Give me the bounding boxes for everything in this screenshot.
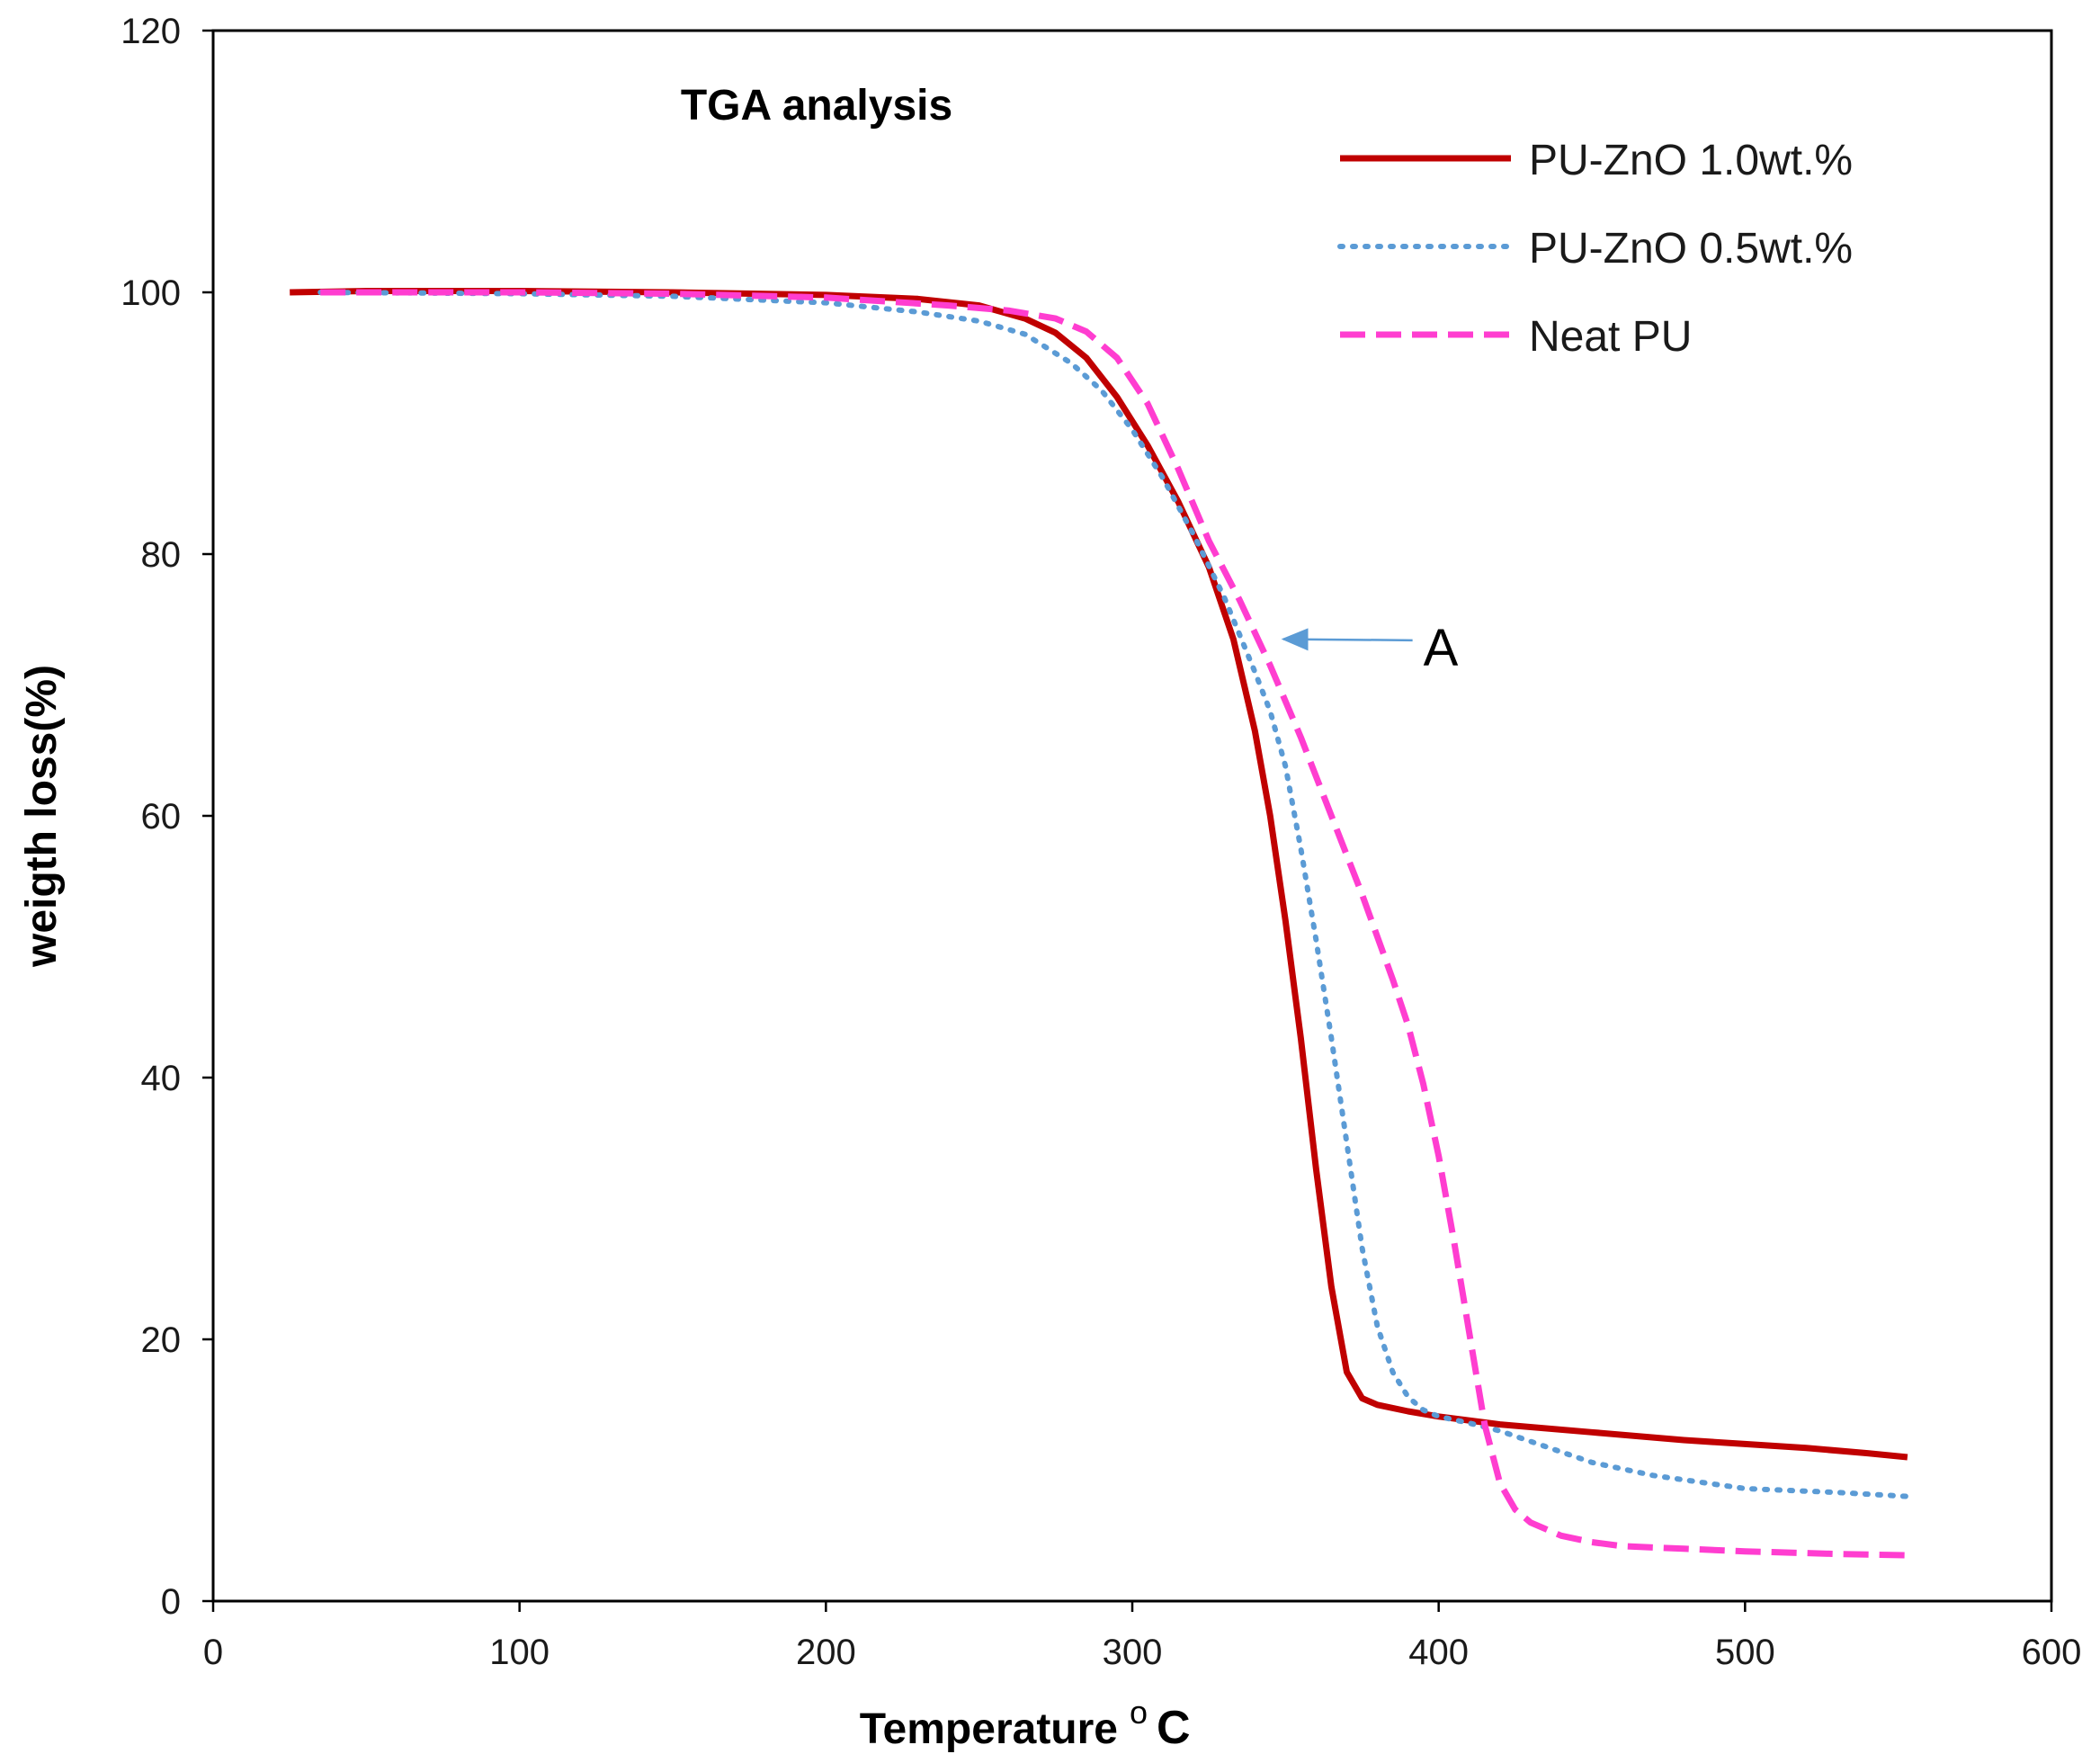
series-layer bbox=[290, 288, 1910, 1559]
x-axis: 0 100 200 300 400 500 600 bbox=[203, 1601, 2082, 1672]
y-tick-label: 100 bbox=[121, 273, 181, 313]
y-axis-title: weigth loss(%) bbox=[18, 665, 66, 968]
y-tick-label: 0 bbox=[161, 1582, 181, 1622]
x-tick-label: 400 bbox=[1408, 1633, 1469, 1672]
legend-label-neat-pu: Neat PU bbox=[1529, 313, 1692, 361]
series-line-0 bbox=[290, 288, 1908, 1461]
y-tick-label: 60 bbox=[141, 797, 182, 837]
legend-label-pu-zno-0-5: PU-ZnO 0.5wt.% bbox=[1529, 225, 1853, 273]
x-axis-title-group: Temperature o C bbox=[860, 1694, 1191, 1754]
y-tick-label: 40 bbox=[141, 1059, 182, 1098]
x-tick-label: 0 bbox=[203, 1633, 223, 1672]
series-line-1 bbox=[317, 290, 1910, 1499]
x-tick-label: 100 bbox=[489, 1633, 550, 1672]
legend-label-pu-zno-1-0: PU-ZnO 1.0wt.% bbox=[1529, 137, 1853, 184]
x-tick-label: 500 bbox=[1715, 1633, 1775, 1672]
x-tick-label: 600 bbox=[2022, 1633, 2082, 1672]
x-axis-unit-superscript: o bbox=[1130, 1694, 1148, 1731]
x-tick-label: 300 bbox=[1103, 1633, 1163, 1672]
annotation-a: A bbox=[1281, 619, 1459, 677]
series-line-2 bbox=[320, 289, 1908, 1559]
x-axis-unit: C bbox=[1157, 1702, 1191, 1754]
y-tick-label: 80 bbox=[141, 535, 182, 575]
legend: PU-ZnO 1.0wt.% PU-ZnO 0.5wt.% Neat PU bbox=[1337, 137, 1853, 361]
x-tick-label: 200 bbox=[796, 1633, 856, 1672]
x-axis-title: Temperature bbox=[860, 1705, 1118, 1753]
annotation-label: A bbox=[1424, 619, 1459, 677]
y-tick-label: 20 bbox=[141, 1320, 182, 1360]
y-axis: 0 20 40 60 80 100 120 bbox=[121, 12, 213, 1622]
chart-title: TGA analysis bbox=[681, 82, 952, 130]
y-tick-label: 120 bbox=[121, 12, 181, 51]
